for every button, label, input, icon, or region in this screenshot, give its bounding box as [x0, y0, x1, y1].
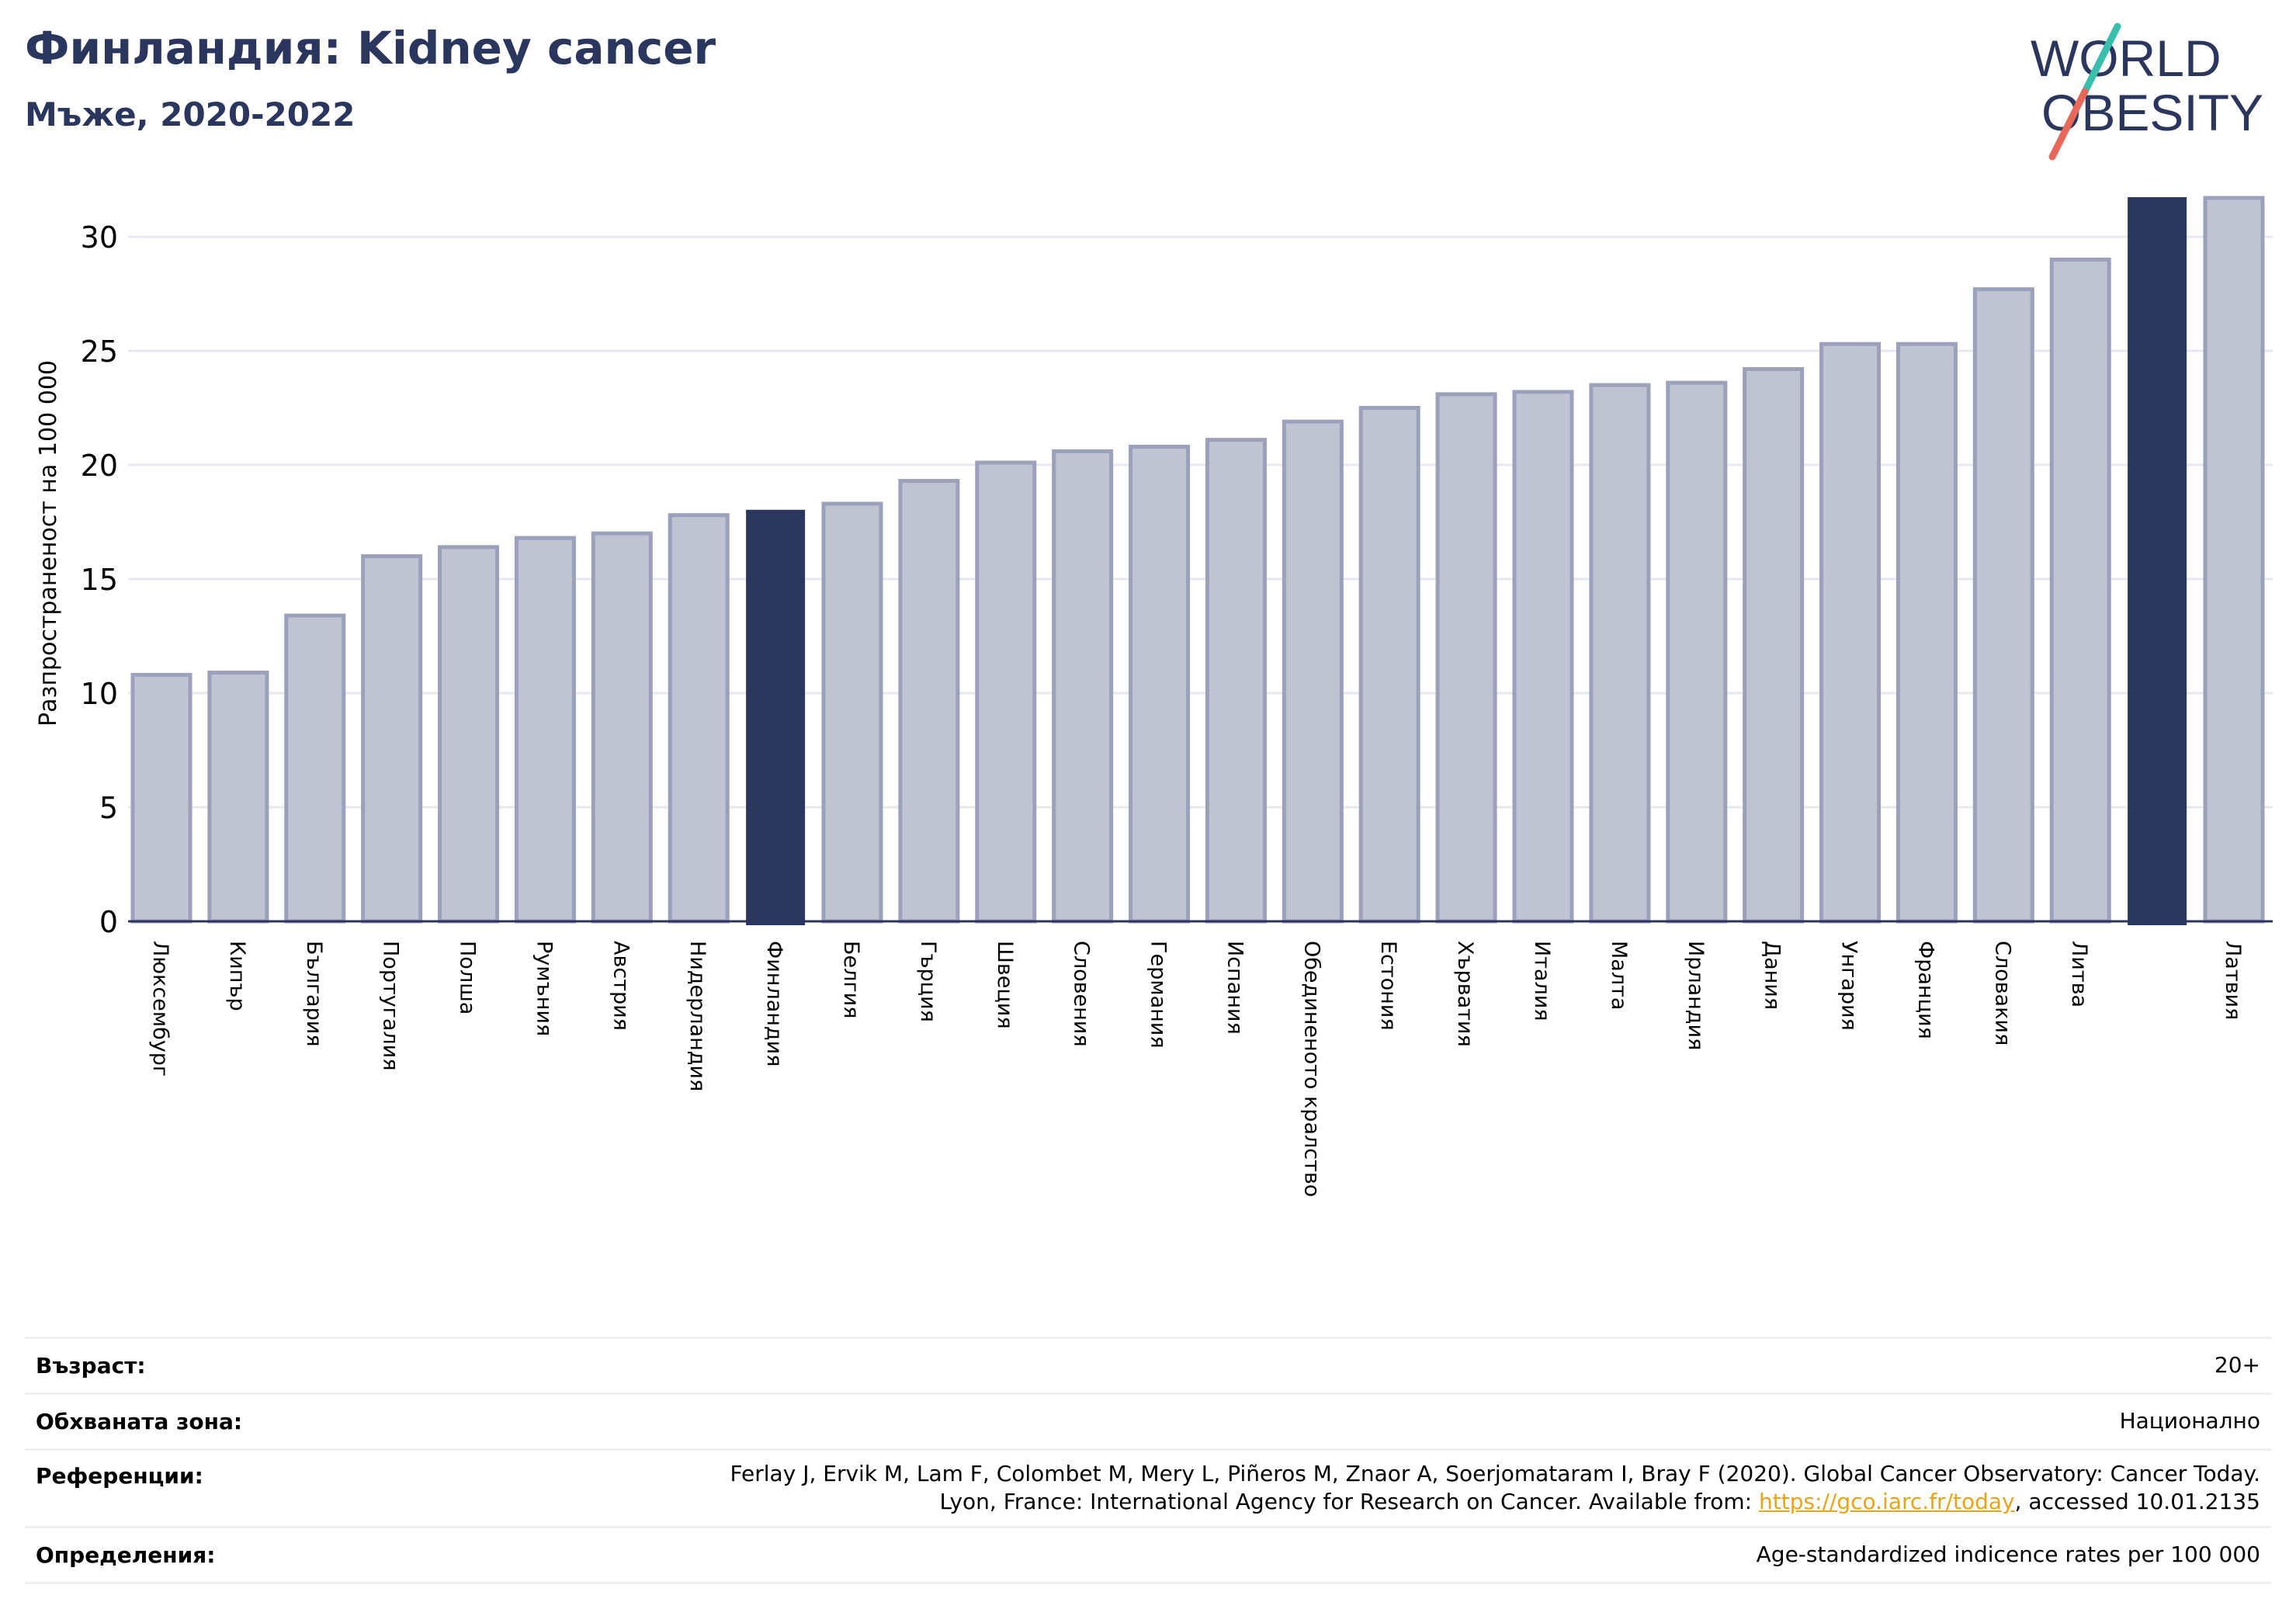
bar [1895, 342, 1958, 924]
references-link[interactable]: https://gco.iarc.fr/today [1759, 1489, 2015, 1514]
bar-chart: 0 5 10 15 20 25 30 Люксембург Кипър България Порт… [35, 196, 2273, 1197]
x-tick-label: Латвия [2221, 941, 2245, 1020]
coverage-value: Национално [2119, 1408, 2260, 1434]
bar [898, 479, 960, 924]
y-tick-label: 20 [81, 449, 118, 483]
definitions-label: Определения: [36, 1542, 216, 1568]
bar [1512, 390, 1574, 924]
bar [821, 501, 883, 924]
x-tick-label: Австрия [609, 941, 633, 1031]
info-table: Възраст: 20+ Обхваната зона: Национално … [25, 1337, 2271, 1584]
references-line1: Ferlay J, Ervik M, Lam F, Colombet M, Me… [730, 1461, 2260, 1486]
x-tick-label: Нидерландия [685, 941, 709, 1091]
x-tick-label: България [302, 941, 326, 1047]
chart-subtitle: Мъже, 2020-2022 [25, 95, 355, 134]
bar [1819, 342, 1882, 924]
bar [1358, 406, 1420, 924]
x-tick-label: Естония [1376, 941, 1400, 1031]
bars [130, 196, 2265, 925]
x-tick-label: Испания [1223, 941, 1247, 1035]
x-tick-label: Румъния [532, 941, 556, 1036]
chart-title: Финландия: Kidney cancer [25, 22, 716, 75]
logo-slash-top [2081, 23, 2121, 95]
references-value: Ferlay J, Ervik M, Lam F, Colombet M, Me… [730, 1460, 2260, 1516]
bar [1589, 383, 1651, 924]
x-tick-label: Финландия [762, 941, 786, 1066]
bar [591, 531, 653, 924]
y-tick-label: 30 [81, 220, 118, 255]
bar [1052, 449, 1114, 924]
info-row-references: Референции: Ferlay J, Ervik M, Lam F, Co… [25, 1448, 2271, 1526]
x-tick-label: Гърция [916, 941, 940, 1022]
y-tick-label: 25 [81, 335, 118, 369]
x-tick-label: Италия [1530, 941, 1554, 1021]
x-tick-label: Франция [1913, 941, 1937, 1039]
x-tick-label: Унгария [1837, 941, 1861, 1031]
info-row-age: Възраст: 20+ [25, 1337, 2271, 1392]
info-row-coverage: Обхваната зона: Национално [25, 1392, 2271, 1448]
bar [207, 671, 269, 924]
y-axis-label: Разпространеност на 100 000 [35, 360, 62, 727]
age-value: 20+ [2214, 1352, 2260, 1378]
x-tick-label: Ирландия [1684, 941, 1708, 1050]
references-label: Референции: [36, 1463, 203, 1489]
y-tick-label: 0 [99, 905, 118, 939]
bar [1743, 367, 1805, 924]
bar [130, 672, 192, 924]
bar [2128, 197, 2187, 925]
bar [668, 513, 730, 924]
bar [746, 509, 806, 925]
x-tick-label: Дания [1760, 941, 1784, 1010]
x-tick-label: Литва [2067, 941, 2091, 1007]
y-tick-label: 10 [81, 677, 118, 711]
info-row-definitions: Определения: Age-standardized indicence … [25, 1526, 2271, 1584]
bar [1972, 287, 2034, 924]
bar [1435, 392, 1497, 924]
y-tick-label: 5 [99, 791, 118, 825]
bar [2049, 257, 2111, 924]
logo-line1: WORLD [2031, 29, 2221, 87]
x-tick-label: Белгия [839, 941, 863, 1018]
bar [438, 545, 500, 924]
definitions-value: Age-standardized indicence rates per 100… [1756, 1542, 2260, 1567]
bar [1282, 419, 1344, 924]
x-tick-label: Кипър [225, 941, 249, 1011]
x-tick-label: Обединеното кралство [1299, 941, 1323, 1197]
references-line2: Lyon, France: International Agency for R… [730, 1488, 2260, 1516]
y-tick-label: 15 [81, 563, 118, 597]
age-label: Възраст: [36, 1353, 146, 1379]
x-tick-label: Хърватия [1453, 941, 1477, 1047]
bar [361, 554, 423, 924]
references-line2-prefix: Lyon, France: International Agency for R… [939, 1489, 1759, 1514]
x-tick-label: Германия [1146, 941, 1171, 1049]
x-tick-label: Малта [1607, 941, 1631, 1010]
logo-line2: OBESITY [2041, 84, 2263, 141]
x-tick-label: Словения [1070, 941, 1094, 1047]
logo-slash-bottom [2048, 88, 2089, 161]
x-tick-label: Полша [456, 941, 480, 1014]
x-axis-labels: Люксембург Кипър България Португалия Полша Ру… [148, 941, 2245, 1197]
bar [284, 613, 346, 924]
bar [514, 536, 576, 924]
bar [1205, 438, 1267, 924]
world-obesity-logo: WORLD OBESITY [2031, 23, 2263, 161]
bar [975, 460, 1037, 924]
coverage-label: Обхваната зона: [36, 1409, 243, 1434]
references-line2-suffix: , accessed 10.01.2135 [2014, 1489, 2260, 1514]
y-axis-ticks: 0 5 10 15 20 25 30 [81, 220, 118, 939]
x-tick-label: Португалия [379, 941, 403, 1070]
bar [1129, 444, 1191, 924]
x-tick-label: Люксембург [148, 941, 172, 1077]
x-tick-label: Швеция [993, 941, 1017, 1029]
bar [2203, 196, 2265, 924]
x-tick-label: Словакия [1990, 941, 2014, 1046]
bar [1666, 380, 1728, 924]
